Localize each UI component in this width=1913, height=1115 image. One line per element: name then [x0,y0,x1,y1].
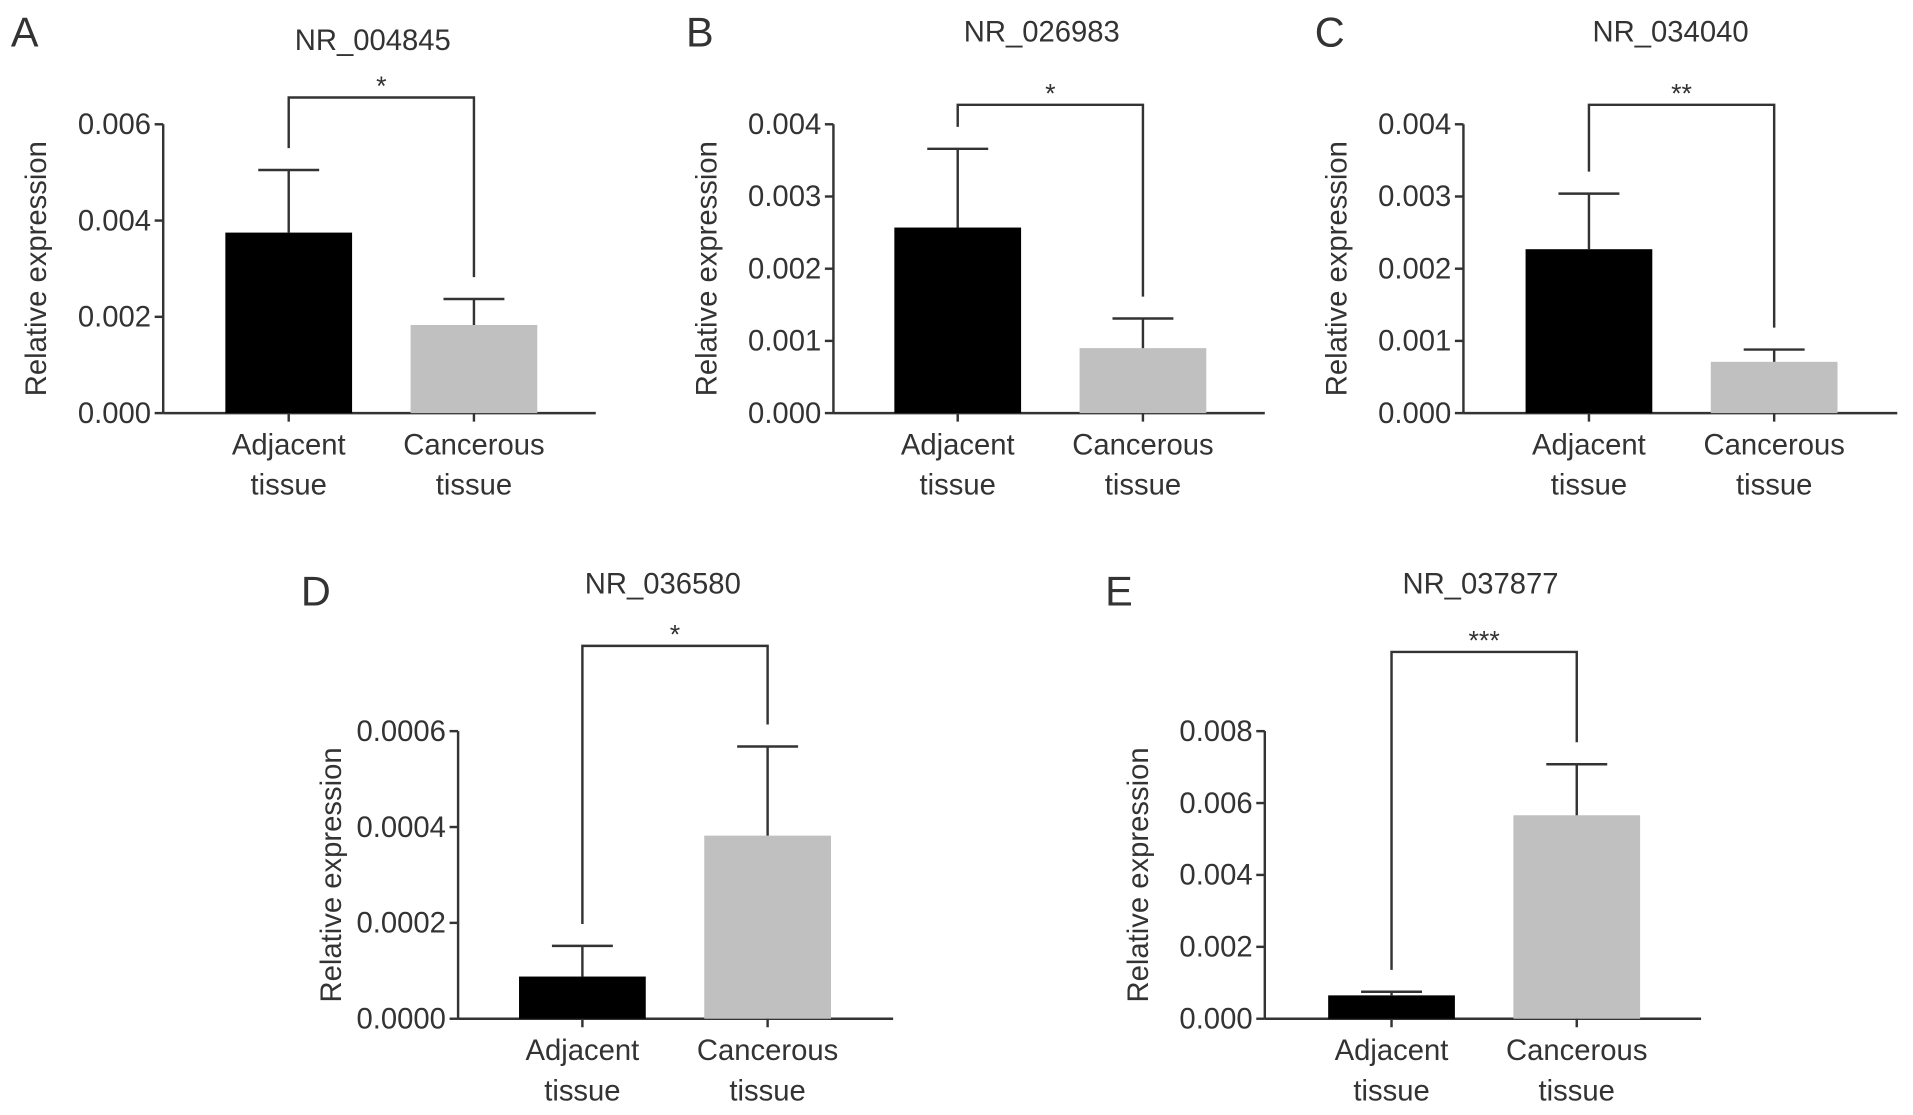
y-tick-label: 0.001 [748,326,821,358]
y-tick-label: 0.006 [78,109,151,141]
bar [519,976,646,1019]
panel-letter: A [11,8,39,55]
significance-bracket [1390,650,1578,970]
y-tick-label: 0.003 [1378,181,1451,213]
y-axis-label: Relative expression [1321,141,1353,396]
panel-letter: B [686,8,714,55]
bar [410,325,538,414]
y-tick-label: 0.0002 [356,908,445,940]
chart-title: NR_034040 [1593,16,1749,48]
y-tick-label: 0.001 [1378,326,1451,358]
x-tick-label: tissue [544,1075,620,1107]
panel-E: E NR_037877 Relative expression 0.000 0.002 0… [1105,568,1702,1107]
x-tick-label: Cancerous [403,430,544,462]
significance-label: *** [1468,626,1500,656]
y-axis-label: Relative expression [691,141,723,396]
significance-bracket [287,96,476,278]
x-tick-label: tissue [1105,470,1181,502]
x-tick-label: tissue [1353,1075,1429,1107]
x-tick-label: tissue [1551,470,1627,502]
chart-title: NR_004845 [295,25,451,57]
significance-label: * [1045,78,1056,108]
chart-title: NR_026983 [964,16,1120,48]
y-tick-label: 0.006 [1179,788,1252,820]
bar [704,835,831,1019]
significance-label: ** [1671,78,1692,108]
x-tick-label: tissue [436,470,512,502]
chart-title: NR_036580 [585,568,741,600]
x-tick-label: Adjacent [526,1035,640,1067]
x-tick-label: Cancerous [697,1035,838,1067]
x-tick-label: Cancerous [1506,1035,1647,1067]
y-tick-label: 0.004 [1378,109,1451,141]
x-tick-label: tissue [729,1075,805,1107]
y-tick-label: 0.0000 [356,1003,445,1035]
y-tick-label: 0.008 [1179,716,1252,748]
bar [894,227,1022,414]
x-tick-label: Cancerous [1703,430,1844,462]
bar [1525,249,1653,414]
y-tick-label: 0.003 [748,181,821,213]
bar [1328,995,1455,1019]
panel-C: C NR_034040 Relative expression 0.000 0.001 0… [1315,8,1898,502]
significance-bracket [581,644,769,924]
bar [1079,348,1207,414]
x-tick-label: tissue [1539,1075,1615,1107]
significance-bracket [956,103,1145,297]
x-tick-label: tissue [920,470,996,502]
y-tick-label: 0.002 [748,253,821,285]
y-tick-label: 0.002 [1378,253,1451,285]
x-tick-label: Adjacent [1532,430,1646,462]
panel-B: B NR_026983 Relative expression 0.000 0.001 0… [686,8,1265,502]
x-tick-label: Adjacent [901,430,1015,462]
x-tick-label: tissue [251,470,327,502]
significance-bracket [1587,103,1776,328]
panel-letter: C [1315,8,1345,55]
y-tick-label: 0.004 [748,109,821,141]
y-tick-label: 0.0006 [356,716,445,748]
bar [1513,815,1641,1019]
y-tick-label: 0.000 [1378,398,1451,430]
y-tick-label: 0.004 [1179,860,1252,892]
chart-title: NR_037877 [1402,568,1558,600]
y-axis-label: Relative expression [1123,747,1155,1002]
panel-A: A NR_004845 Relative expression 0.000 0.002 0… [11,8,596,502]
y-tick-label: 0.002 [78,302,151,334]
bar [1710,361,1838,414]
x-tick-label: Adjacent [232,430,346,462]
y-tick-label: 0.002 [1179,932,1252,964]
x-tick-label: Cancerous [1072,430,1213,462]
significance-label: * [376,71,387,101]
y-axis-label: Relative expression [21,141,53,396]
significance-label: * [670,619,681,649]
panel-letter: D [301,568,331,615]
bar [225,232,353,414]
y-tick-label: 0.000 [1179,1003,1252,1035]
y-tick-label: 0.000 [748,398,821,430]
y-axis-label: Relative expression [316,747,348,1002]
x-tick-label: Adjacent [1335,1035,1449,1067]
x-tick-label: tissue [1736,470,1812,502]
y-tick-label: 0.004 [78,205,151,237]
panel-letter: E [1105,568,1133,615]
y-tick-label: 0.000 [78,398,151,430]
y-tick-label: 0.0004 [356,812,445,844]
